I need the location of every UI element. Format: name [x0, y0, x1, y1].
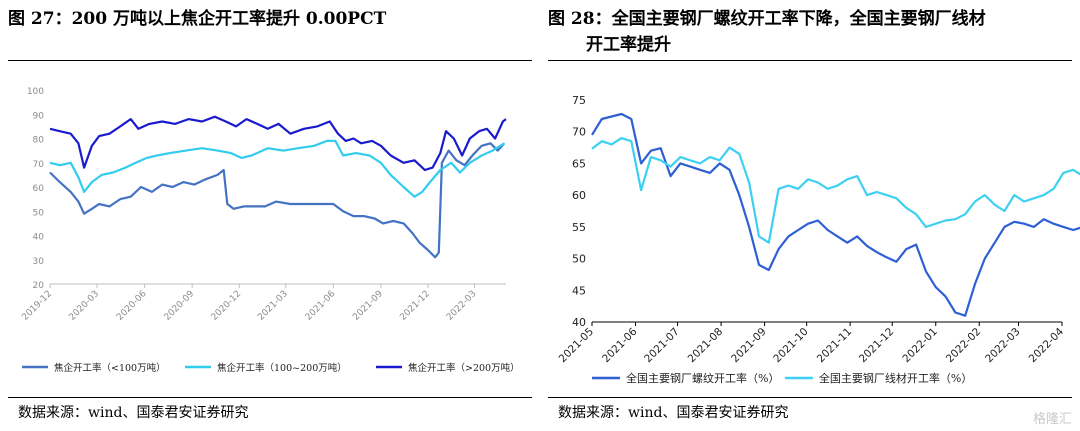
x-tick-label: 2020-06 [115, 289, 149, 323]
x-tick-label: 2021-03 [256, 289, 290, 323]
legend-label-3: 焦企开工率（>200万吨） [408, 362, 520, 374]
legend-label-1: 焦企开工率（<100万吨） [54, 362, 166, 374]
figure-28-title-line2: 开工率提升 [586, 35, 671, 55]
series-line-3 [49, 115, 507, 172]
x-tick-label: 2022-03 [445, 289, 479, 323]
figure-27-title: 图 27：200 万吨以上焦企开工率提升 0.00PCT [8, 9, 387, 29]
x-tick-label: 2021-06 [304, 289, 338, 323]
x-tick-label: 2022-03 [983, 326, 1023, 366]
figure-28-source: 数据来源：wind、国泰君安证券研究 [558, 405, 789, 421]
figure-27: 图 27：200 万吨以上焦企开工率提升 0.00PCT 20 30 40 50 60 7… [8, 0, 538, 431]
y-tick-label: 50 [33, 208, 45, 218]
x-tick-label: 2021-09 [351, 289, 385, 323]
y-tick-label: 70 [33, 160, 45, 170]
x-tick-label: 2019-12 [20, 289, 54, 323]
y-tick-label: 100 [27, 87, 44, 97]
watermark-logo: 格隆汇 [1032, 412, 1072, 427]
x-tick-label: 2020-09 [163, 289, 197, 323]
x-tick-label: 2021-08 [686, 326, 726, 366]
figure-28-title: 图 28：全国主要钢厂螺纹开工率下降，全国主要钢厂线材开工率提升 [548, 6, 1078, 58]
x-tick-label: 2022-01 [900, 326, 940, 366]
legend-label-1: 全国主要钢厂螺纹开工率（%） [626, 371, 779, 385]
figure-28-title-line1: 图 28：全国主要钢厂螺纹开工率下降，全国主要钢厂线材 [548, 9, 986, 29]
x-tick-label: 2021-09 [729, 326, 769, 366]
coke-plant-utilization-chart: 20 30 40 50 60 70 80 90 100 2019-12 2020-03 2020-06… [20, 87, 520, 374]
x-tick-label: 2021-11 [815, 326, 855, 366]
y-tick-label: 45 [572, 284, 586, 297]
series-line-1 [49, 142, 506, 259]
x-tick-label: 2021-05 [557, 326, 597, 366]
y-tick-label: 50 [572, 253, 586, 266]
y-tick-label: 60 [33, 184, 45, 194]
y-tick-label: 75 [572, 94, 586, 107]
x-tick-label: 2021-10 [771, 326, 811, 366]
series-line-1 [591, 112, 1080, 317]
figure-27-source: 数据来源：wind、国泰君安证券研究 [18, 405, 249, 421]
top-rule [8, 60, 532, 61]
y-tick-label: 65 [572, 157, 586, 170]
legend-label-2: 全国主要钢厂线材开工率（%） [819, 371, 972, 385]
y-tick-label: 80 [33, 136, 45, 146]
y-tick-label: 20 [33, 281, 45, 291]
bottom-rule [548, 397, 1072, 398]
y-tick-label: 30 [33, 257, 45, 267]
top-rule [548, 60, 1072, 61]
legend-label-2: 焦企开工率（100~200万吨） [217, 362, 347, 374]
y-tick-label: 40 [33, 233, 45, 243]
series-line-2 [49, 139, 505, 198]
x-tick-label: 2021-12 [398, 289, 432, 323]
series-line-2 [591, 137, 1080, 244]
bottom-rule [8, 397, 532, 398]
y-tick-label: 60 [572, 189, 586, 202]
x-tick-label: 2022-04 [1027, 325, 1067, 365]
x-tick-label: 2021-06 [600, 325, 640, 365]
y-tick-label: 40 [572, 316, 586, 329]
figure-28: 图 28：全国主要钢厂螺纹开工率下降，全国主要钢厂线材开工率提升 40 45 50 5… [548, 0, 1080, 431]
y-tick-label: 90 [33, 111, 45, 121]
x-tick-label: 2021-07 [642, 326, 682, 366]
y-tick-label: 55 [572, 221, 586, 234]
x-tick-label: 2020-03 [68, 289, 102, 323]
x-tick-label: 2021-12 [857, 326, 897, 366]
x-tick-label: 2020-12 [210, 289, 244, 323]
y-tick-label: 70 [572, 126, 586, 139]
x-tick-label: 2022-02 [944, 326, 984, 366]
